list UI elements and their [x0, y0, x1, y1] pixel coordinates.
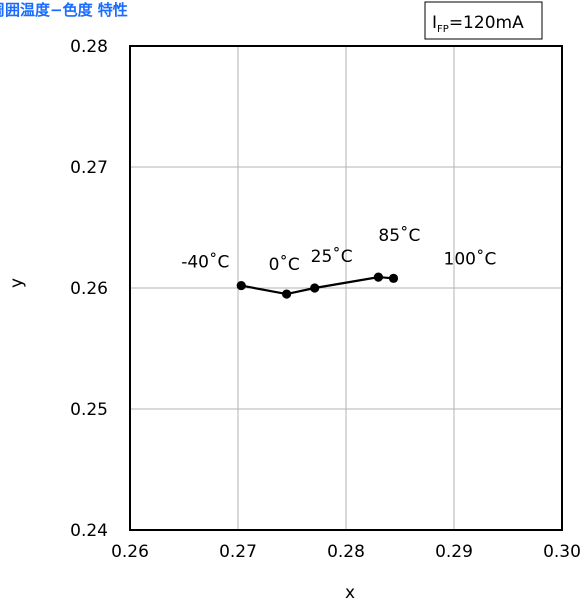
y-tick-label: 0.24 [70, 521, 108, 541]
grid [130, 46, 562, 530]
point-label: 100˚C [444, 248, 497, 269]
data-point [388, 273, 399, 283]
y-tick-label: 0.26 [70, 279, 108, 299]
plot-frame [129, 45, 563, 531]
chart-title: 周囲温度−色度 特性 [0, 1, 128, 19]
svg-text:IFP=120mA: IFP=120mA [432, 13, 524, 35]
series [236, 272, 399, 299]
tick-labels: 0.26 0.27 0.28 0.29 0.30 0.24 0.25 0.26 0.27 0.28 [70, 37, 581, 562]
point-label: -40˚C [181, 252, 229, 273]
data-point [282, 289, 292, 299]
condition-box: IFP=120mA [424, 1, 543, 40]
condition-symbol: I [432, 13, 437, 33]
data-point [373, 272, 383, 282]
x-tick-label: 0.26 [111, 542, 149, 562]
y-axis-label: y [7, 278, 27, 288]
data-point [236, 280, 246, 291]
point-label: 25˚C [311, 246, 353, 267]
x-tick-label: 0.27 [219, 542, 257, 562]
y-tick-label: 0.28 [70, 37, 108, 57]
data-point [310, 283, 320, 293]
point-labels: -40˚C 0˚C 25˚C 85˚C 100˚C [181, 225, 496, 275]
point-label: 0˚C [269, 254, 300, 275]
x-axis-label: x [345, 583, 355, 600]
x-tick-label: 0.30 [543, 542, 581, 562]
x-tick-label: 0.28 [327, 542, 365, 562]
x-tick-label: 0.29 [435, 542, 473, 562]
point-label: 85˚C [378, 225, 420, 246]
condition-value: =120mA [449, 13, 524, 33]
y-tick-label: 0.27 [70, 158, 108, 178]
condition-subscript: FP [437, 24, 449, 35]
y-tick-label: 0.25 [70, 400, 108, 420]
